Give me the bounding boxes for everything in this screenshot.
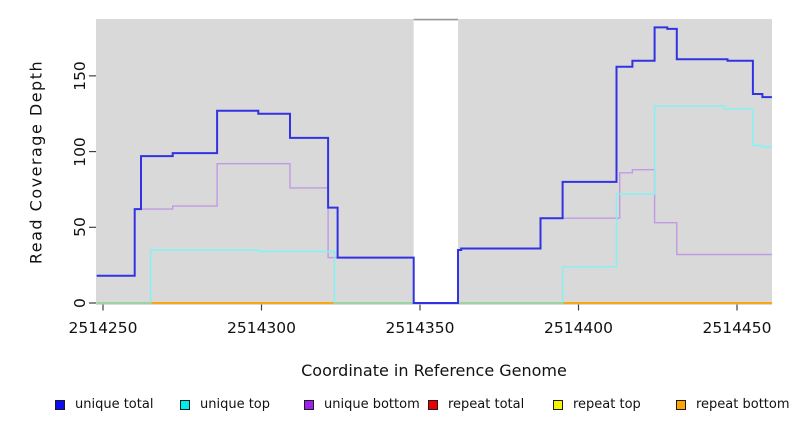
x-tick-label: 2514250 [68, 319, 138, 337]
y-tick-label: 100 [71, 136, 89, 167]
y-axis-title: Read Coverage Depth [26, 59, 46, 265]
x-tick-label: 2514350 [385, 319, 455, 337]
y-tick-label: 50 [71, 217, 89, 238]
y-tick-label: 150 [71, 61, 89, 91]
x-tick-label: 2514400 [543, 319, 614, 337]
series-unique-top-line [96, 105, 772, 304]
x-axis-title: Coordinate in Reference Genome [301, 361, 567, 380]
x-tick-label: 2514300 [226, 319, 297, 337]
missing-data-band [413, 19, 459, 304]
x-tick-label: 2514450 [702, 319, 772, 337]
y-tick-label: 0 [71, 298, 89, 308]
series-unique-total-line [96, 26, 772, 304]
